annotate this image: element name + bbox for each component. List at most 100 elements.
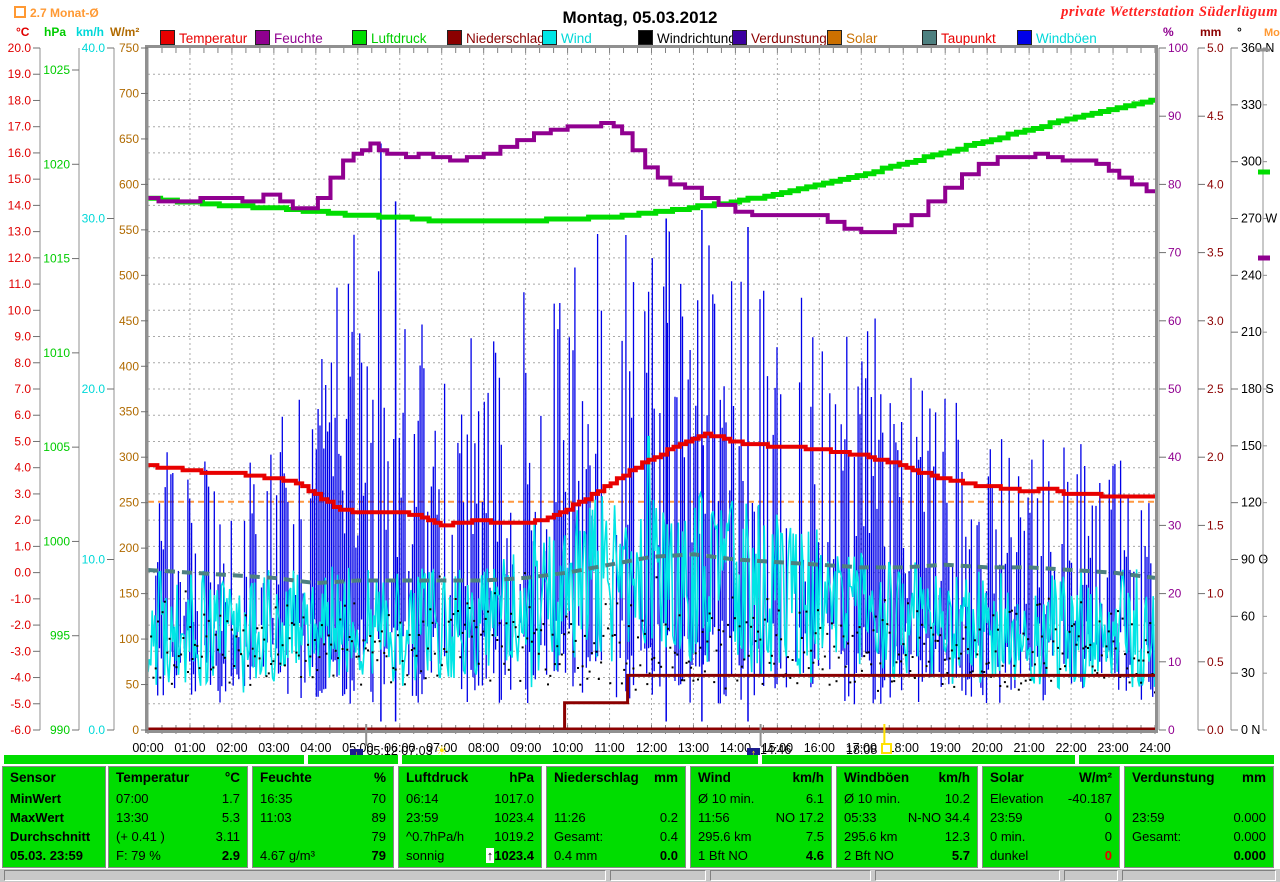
axis-tick-label: 18:00	[888, 741, 919, 755]
table-column-wind: Wind km/h Ø 10 min. 6.1 11:56 NO 17.2 295.6 km…	[690, 766, 832, 868]
status-bar	[0, 869, 1280, 882]
axis-tick-label: 1020	[43, 157, 70, 171]
axis-tick-label: 16:00	[804, 741, 835, 755]
axis-tick-label: 90	[1168, 109, 1182, 123]
cell-label: Ø 10 min.	[698, 791, 755, 806]
legend-label: Luftdruck	[371, 31, 427, 46]
axis-tick-label: 20	[1168, 587, 1182, 601]
axis-tick-label: 360 N	[1241, 41, 1274, 55]
axis-tick-label: 20.0	[8, 41, 32, 55]
cell-label: sonnig	[406, 848, 445, 863]
axis-tick-label: 0.0	[88, 723, 105, 737]
cell-label: 11:56	[698, 810, 730, 825]
status-panel	[1122, 870, 1276, 881]
axis-tick-label: 1025	[43, 63, 70, 77]
sunset-annotation: 18:08	[846, 743, 892, 757]
axis-tick-label: 30.0	[82, 212, 106, 226]
column-header: Feuchte	[260, 770, 312, 785]
cell-label: 16:35	[260, 791, 293, 806]
column-header: Wind	[698, 770, 731, 785]
legend-item-solar: Solar	[827, 30, 878, 46]
axis-tick-label: 1015	[43, 252, 70, 266]
axis-tick-label: 350	[119, 405, 139, 419]
axis-tick-label: 550	[119, 223, 139, 237]
cell-value: 0.0	[659, 848, 678, 863]
cell-value: 3.11	[215, 829, 240, 844]
axis-tick-label: 03:00	[258, 741, 289, 755]
axis-tick-label: 10	[1168, 655, 1182, 669]
status-panel	[875, 870, 1060, 881]
axis-tick-label: 12.0	[8, 251, 32, 265]
axis-tick-label: 5.0	[1207, 41, 1224, 55]
axis-tick-label: 150	[119, 587, 139, 601]
axis-tick-label: 4.5	[1207, 109, 1224, 123]
table-column-windböen: Windböen km/h Ø 10 min. 10.2 05:33 N-NO 34.4 2…	[836, 766, 978, 868]
axis-tick-label: 120	[1241, 496, 1262, 510]
axis-tick-label: 650	[119, 132, 139, 146]
axis-tick-label: 240	[1241, 268, 1262, 282]
cell-value: 0	[1104, 829, 1112, 844]
column-unit: mm	[1241, 770, 1266, 785]
axis-tick-label: -3.0	[10, 644, 31, 658]
cell-value: 79	[371, 848, 386, 863]
axis-tick-label: 9.0	[14, 330, 31, 344]
axis-tick-label: 990	[50, 723, 70, 737]
unit-label-hpa: hPa	[44, 25, 67, 39]
series-windboeen	[155, 143, 1154, 722]
cell-label: ^0.7hPa/h	[406, 829, 465, 844]
table-column-niederschlag: Niederschlag mm 11:26 0.2 Gesamt: 0.4 0.4 mm 0.…	[546, 766, 686, 868]
unit-label-percent: %	[1163, 25, 1174, 39]
month-average-icon	[14, 6, 26, 18]
column-unit: W/m²	[1079, 770, 1112, 785]
legend-item-wind: Wind	[542, 30, 592, 46]
legend-item-temperatur: Temperatur	[160, 30, 248, 46]
axis-tick-label: 30	[1241, 666, 1255, 680]
axis-tick-label: 300	[119, 450, 139, 464]
legend-label: Temperatur	[179, 31, 248, 46]
axis-tick-label: 09:00	[510, 741, 541, 755]
row-label: Sensor	[10, 770, 56, 785]
legend-item-luftdruck: Luftdruck	[352, 30, 427, 46]
axis-tick-label: 50	[126, 678, 140, 692]
astro-annotations: ↓ 05:12 07:03 ☀ ↑14:46 18:08	[0, 743, 1280, 763]
cell-label: (+ 0.41 )	[116, 829, 165, 844]
axis-tick-label: 700	[119, 86, 139, 100]
cell-label: F: 79 %	[116, 848, 161, 863]
legend-swatch	[638, 30, 653, 45]
axis-tick-label: 08:00	[468, 741, 499, 755]
cell-label: 295.6 km	[698, 829, 752, 844]
legend-label: Feuchte	[274, 31, 323, 46]
axis-tick-label: 3.0	[1207, 314, 1224, 328]
cell-label: 07:00	[116, 791, 149, 806]
axis-tick-label: 13.0	[8, 225, 32, 239]
cell-label: 0.4 mm	[554, 848, 598, 863]
axis-tick-label: 04:00	[300, 741, 331, 755]
axis-tick-label: 180 S	[1241, 382, 1274, 396]
axis-tick-label: 60	[1241, 609, 1255, 623]
cell-label: 4.67 g/m³	[260, 848, 315, 863]
series-wind	[147, 435, 1156, 693]
cell-value: ↑1023.4	[485, 848, 534, 863]
legend-label: Verdunstung	[751, 31, 827, 46]
legend-item-windrichtung: Windrichtung*	[638, 30, 741, 46]
cell-label: Gesamt:	[1132, 829, 1182, 844]
axis-tick-label: 60	[1168, 314, 1182, 328]
axis-tick-label: 3.0	[14, 487, 31, 501]
cell-value: 0.4	[659, 829, 678, 844]
unit-label-wm2: W/m²	[110, 25, 140, 39]
cell-label: dunkel	[990, 848, 1029, 863]
unit-label-kmh: km/h	[76, 25, 105, 39]
column-unit: %	[373, 770, 386, 785]
rising-arrow-icon: ↑	[485, 848, 495, 863]
column-unit: hPa	[509, 770, 534, 785]
axis-tick-label: 22:00	[1055, 741, 1086, 755]
series-windrichtung	[150, 572, 1156, 694]
column-header: Temperatur	[116, 770, 190, 785]
axis-tick-label: 150	[1241, 439, 1262, 453]
legend-swatch	[447, 30, 462, 45]
series-feuchte	[148, 121, 1155, 235]
table-column: Sensor MinWert MaxWert Durchschnitt 05.03. 2…	[2, 766, 106, 868]
cell-label: 0 min.	[990, 829, 1026, 844]
cell-value: NO 17.2	[775, 810, 824, 825]
axis-tick-label: 11.0	[9, 277, 32, 291]
